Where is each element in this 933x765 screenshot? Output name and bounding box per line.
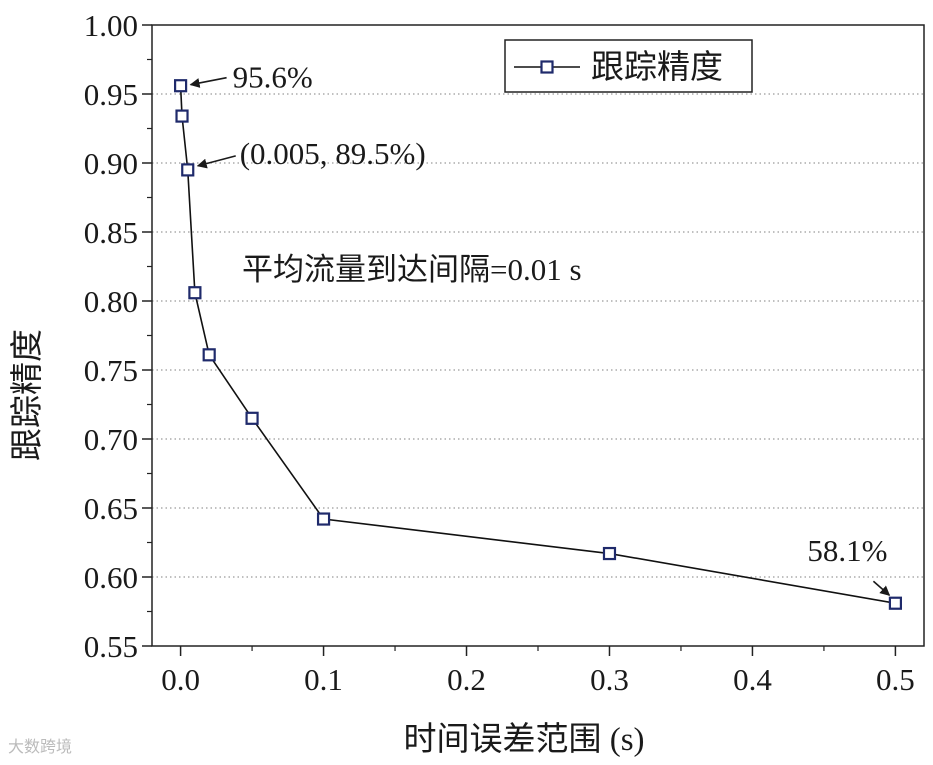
annotations: 95.6% (0.005, 89.5%) 58.1% xyxy=(189,60,891,596)
y-tick-label: 0.95 xyxy=(84,77,138,112)
legend-marker xyxy=(540,60,554,74)
data-point xyxy=(173,79,188,93)
y-axis-title: 跟踪精度 xyxy=(9,329,46,461)
annotation-arrow xyxy=(872,580,891,596)
data-point xyxy=(316,512,331,526)
x-tick-label: 0.2 xyxy=(447,662,486,697)
watermark: 大数跨境 xyxy=(8,737,73,756)
y-tick-label: 0.65 xyxy=(84,491,138,526)
y-tick-label: 0.85 xyxy=(84,215,138,250)
annotation-label: (0.005, 89.5%) xyxy=(240,136,426,171)
x-tick-label: 0.3 xyxy=(590,662,629,697)
annotation-label: 58.1% xyxy=(807,533,887,568)
data-point xyxy=(175,109,189,123)
y-tick-label: 0.75 xyxy=(84,353,138,388)
y-tick-label: 0.90 xyxy=(84,146,138,181)
x-tick-label: 0.4 xyxy=(733,662,772,697)
y-tick-label: 1.00 xyxy=(84,8,138,43)
axis-ticks: 0.55 0.60 0.65 0.70 0.75 0.80 0.85 0.90 0.95 1.00… xyxy=(84,8,915,697)
y-tick-label: 0.60 xyxy=(84,560,138,595)
annotation-arrow xyxy=(196,155,236,169)
flow-interval-note: 平均流量到达间隔=0.01 s xyxy=(242,252,582,287)
series-layer xyxy=(173,79,903,610)
data-point xyxy=(188,286,202,300)
x-tick-label: 0.5 xyxy=(876,662,915,697)
data-point xyxy=(181,163,195,177)
y-tick-label: 0.80 xyxy=(84,284,138,319)
annotation-label: 95.6% xyxy=(233,60,313,95)
data-point xyxy=(202,348,216,362)
x-tick-label: 0.0 xyxy=(161,662,200,697)
annotation-arrow xyxy=(189,76,227,88)
y-tick-label: 0.55 xyxy=(84,629,138,664)
data-point xyxy=(602,546,617,561)
data-point xyxy=(245,411,259,425)
y-tick-label: 0.70 xyxy=(84,422,138,457)
legend: 跟踪精度 xyxy=(504,39,753,93)
legend-label: 跟踪精度 xyxy=(591,49,723,86)
data-point xyxy=(888,596,903,610)
x-axis-title: 时间误差范围 (s) xyxy=(403,721,644,758)
x-tick-label: 0.1 xyxy=(304,662,343,697)
